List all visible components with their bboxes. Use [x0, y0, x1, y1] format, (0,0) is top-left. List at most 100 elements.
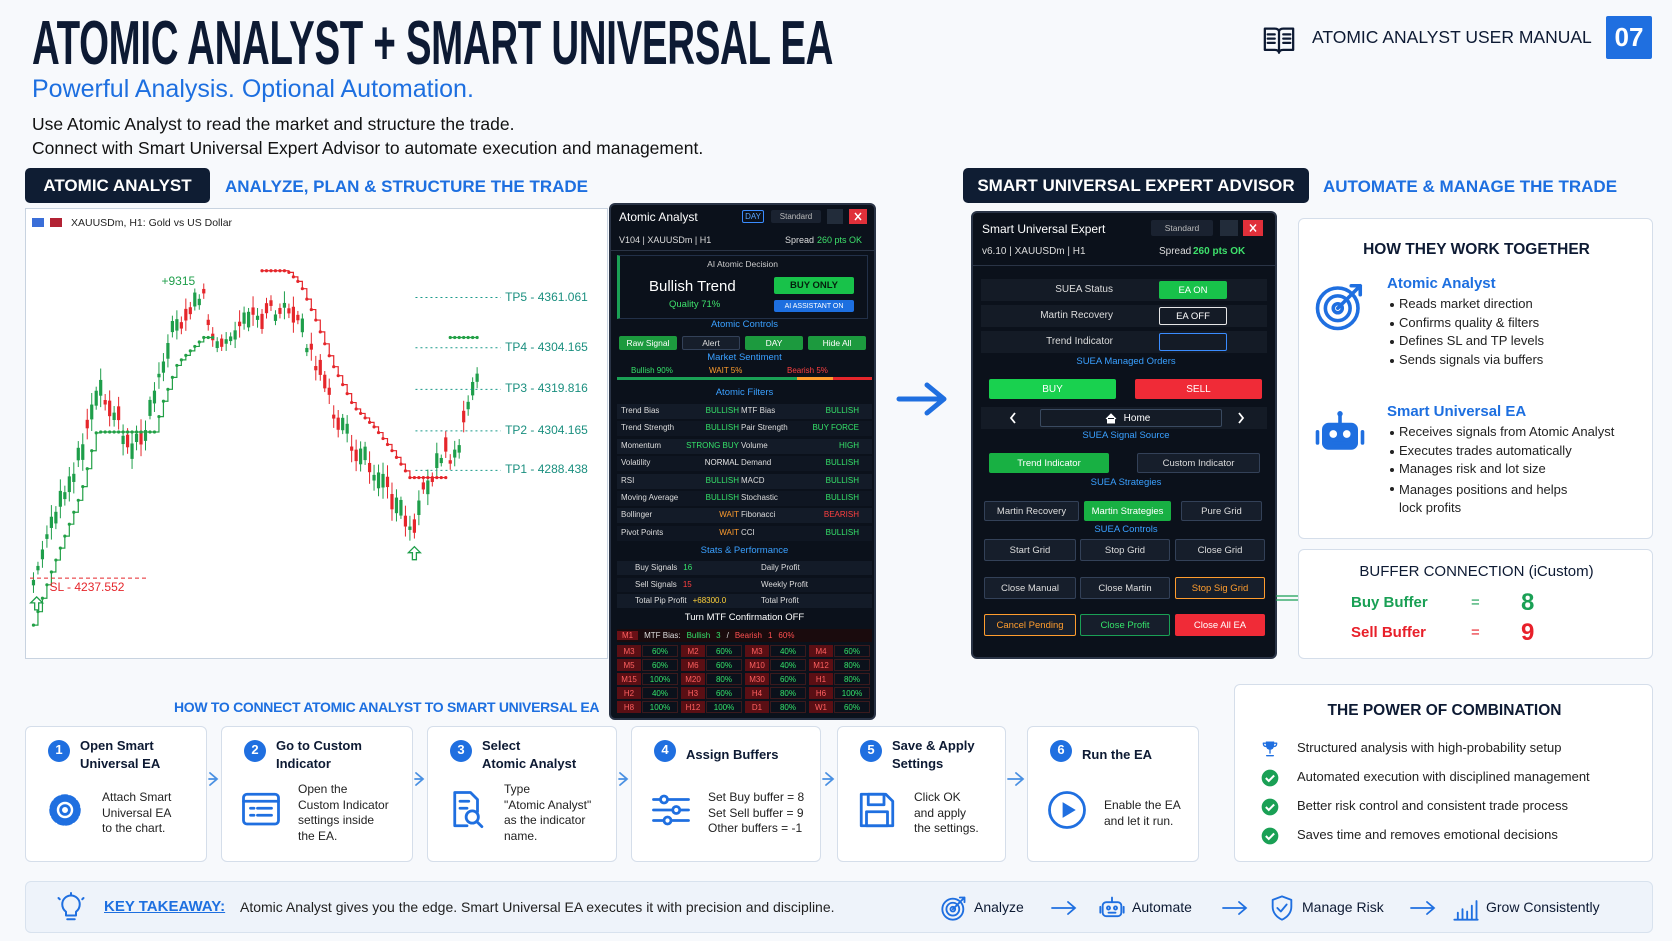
status-state: EA OFF: [1159, 307, 1227, 325]
mtf-tf: M5: [617, 659, 641, 671]
icon-part: [1331, 301, 1345, 315]
stats-row: [617, 594, 872, 608]
candle-body: [269, 300, 273, 306]
arrow: [822, 772, 835, 786]
version: v6.10 | XAUUSDm | H1: [982, 246, 1086, 257]
bullet: Defines SL and TP levels: [1399, 333, 1545, 349]
step-number: 2: [251, 742, 259, 757]
step-badge: [654, 740, 676, 762]
power-card: THE POWER OF COMBINATION Structured analy…: [1234, 684, 1653, 862]
filter-row: [617, 508, 872, 524]
section-tag: SMART UNIVERSAL EXPERT ADVISOR: [963, 168, 1309, 203]
candle-body: [475, 373, 479, 382]
candle-body: [354, 449, 358, 462]
bullet-dot: [1390, 358, 1394, 363]
bullet-dot: [1390, 449, 1394, 454]
flow-step: Analyze: [974, 899, 1024, 915]
candle-body: [327, 387, 331, 395]
mtf-tf: H12: [681, 701, 705, 713]
filter-row: [617, 473, 872, 489]
stats-label: Weekly Profit: [761, 579, 808, 589]
divider: [611, 250, 874, 251]
assistant: AI ASSISTANT ON: [774, 300, 854, 312]
mtf-tf: H1: [809, 673, 833, 685]
quality: Quality 71%: [669, 299, 721, 310]
candle-body: [202, 288, 206, 294]
candle-body: [139, 430, 143, 445]
candle-body: [175, 319, 179, 331]
mtf-tf: H8: [617, 701, 641, 713]
chart-symbol: XAUUSDm, H1: Gold vs US Dollar: [71, 217, 233, 229]
mtf-value: 80%: [834, 659, 870, 671]
icon-part: [242, 792, 280, 826]
filter-value: WAIT: [719, 510, 739, 520]
buffer-card: BUFFER CONNECTION (iCustom) Buy Buffer = 8 S…: [1298, 549, 1653, 659]
minimize: [1220, 220, 1238, 236]
status-state: EA ON: [1159, 281, 1227, 299]
filter-value: BULLISH: [825, 406, 859, 415]
icon: [1099, 896, 1125, 918]
flow-step: Automate: [1132, 899, 1192, 915]
step-body: Set Buy buffer = 8: [708, 790, 805, 804]
candle-body: [224, 339, 228, 344]
icon-part: [1453, 900, 1479, 921]
mtf-value: 80%: [770, 687, 806, 699]
step-card: 4 Assign Buffers Set Buy buffer = 8 Set Sel…: [631, 726, 821, 862]
mtf-tf: M15: [617, 673, 641, 685]
spread-value: 260 pts OK: [817, 235, 863, 245]
section-title: Market Sentiment: [707, 352, 782, 363]
step-card: 3 Select Atomic Analyst Type "Atomic Analyst…: [427, 726, 617, 862]
candle-body: [36, 565, 40, 571]
icon-part: [1261, 827, 1279, 845]
step-title: Universal EA: [80, 756, 161, 771]
candle-body: [323, 374, 327, 389]
step-title: Open Smart: [80, 738, 154, 753]
close: [849, 209, 867, 224]
step-card: 5 Save & Apply Settings Click OK and apply th…: [837, 726, 1006, 862]
section-title: Atomic Controls: [710, 319, 779, 330]
bullet: Manages risk and lot size: [1399, 461, 1546, 477]
candle-body: [466, 401, 470, 410]
candle-body: [188, 307, 192, 315]
bullet: Reads market direction: [1399, 296, 1533, 311]
section-title: Stats & Performance: [700, 545, 789, 556]
filter-label: Demand: [741, 458, 772, 468]
signal-arrow: [29, 595, 45, 611]
how-card: HOW THEY WORK TOGETHER Atomic Analyst Read…: [1298, 218, 1653, 539]
step-body: as the indicator: [504, 813, 586, 827]
icon: [1315, 411, 1365, 450]
bullet-dot: [1390, 431, 1394, 435]
stats-label: Sell Signals: [635, 579, 677, 589]
manual-label: ATOMIC ANALYST USER MANUAL: [1312, 27, 1592, 47]
filter-value: BEARISH: [823, 510, 859, 520]
control-button: Hide All: [808, 336, 866, 350]
bullet-dot: [1390, 321, 1394, 326]
candle-body: [246, 311, 251, 328]
mtf-tf: W1: [809, 701, 833, 713]
arrow-line: [896, 382, 947, 416]
icon-part: [1101, 901, 1123, 918]
icon: [1271, 895, 1293, 921]
step-body: Other buffers = -1: [708, 821, 803, 835]
candle-body: [282, 302, 287, 308]
filter-label: Stochastic: [741, 493, 778, 502]
candle-body: [426, 480, 430, 495]
arrow-line: [822, 772, 835, 786]
icon-part: [1261, 798, 1279, 816]
mtf-value: 60%: [770, 673, 806, 685]
filter-label: MACD: [741, 475, 765, 485]
filter-value: STRONG BUY: [686, 440, 739, 450]
sentiment-label: WAIT 5%: [709, 366, 743, 375]
section-title: SUEA Controls: [1094, 524, 1158, 535]
candle-body: [417, 500, 421, 516]
candle-body: [435, 453, 439, 469]
candle-body: [399, 499, 403, 516]
control-button: Raw Signal: [619, 336, 677, 350]
level-label: TP1 - 4288.438: [505, 462, 588, 477]
icon: [1261, 769, 1279, 787]
nav-row: [981, 407, 1267, 429]
mtf-head-cell: /: [726, 631, 729, 640]
filter-value: HIGH: [839, 440, 859, 450]
stats-row: [617, 577, 872, 592]
buffer-name: Buy Buffer: [1351, 594, 1428, 611]
